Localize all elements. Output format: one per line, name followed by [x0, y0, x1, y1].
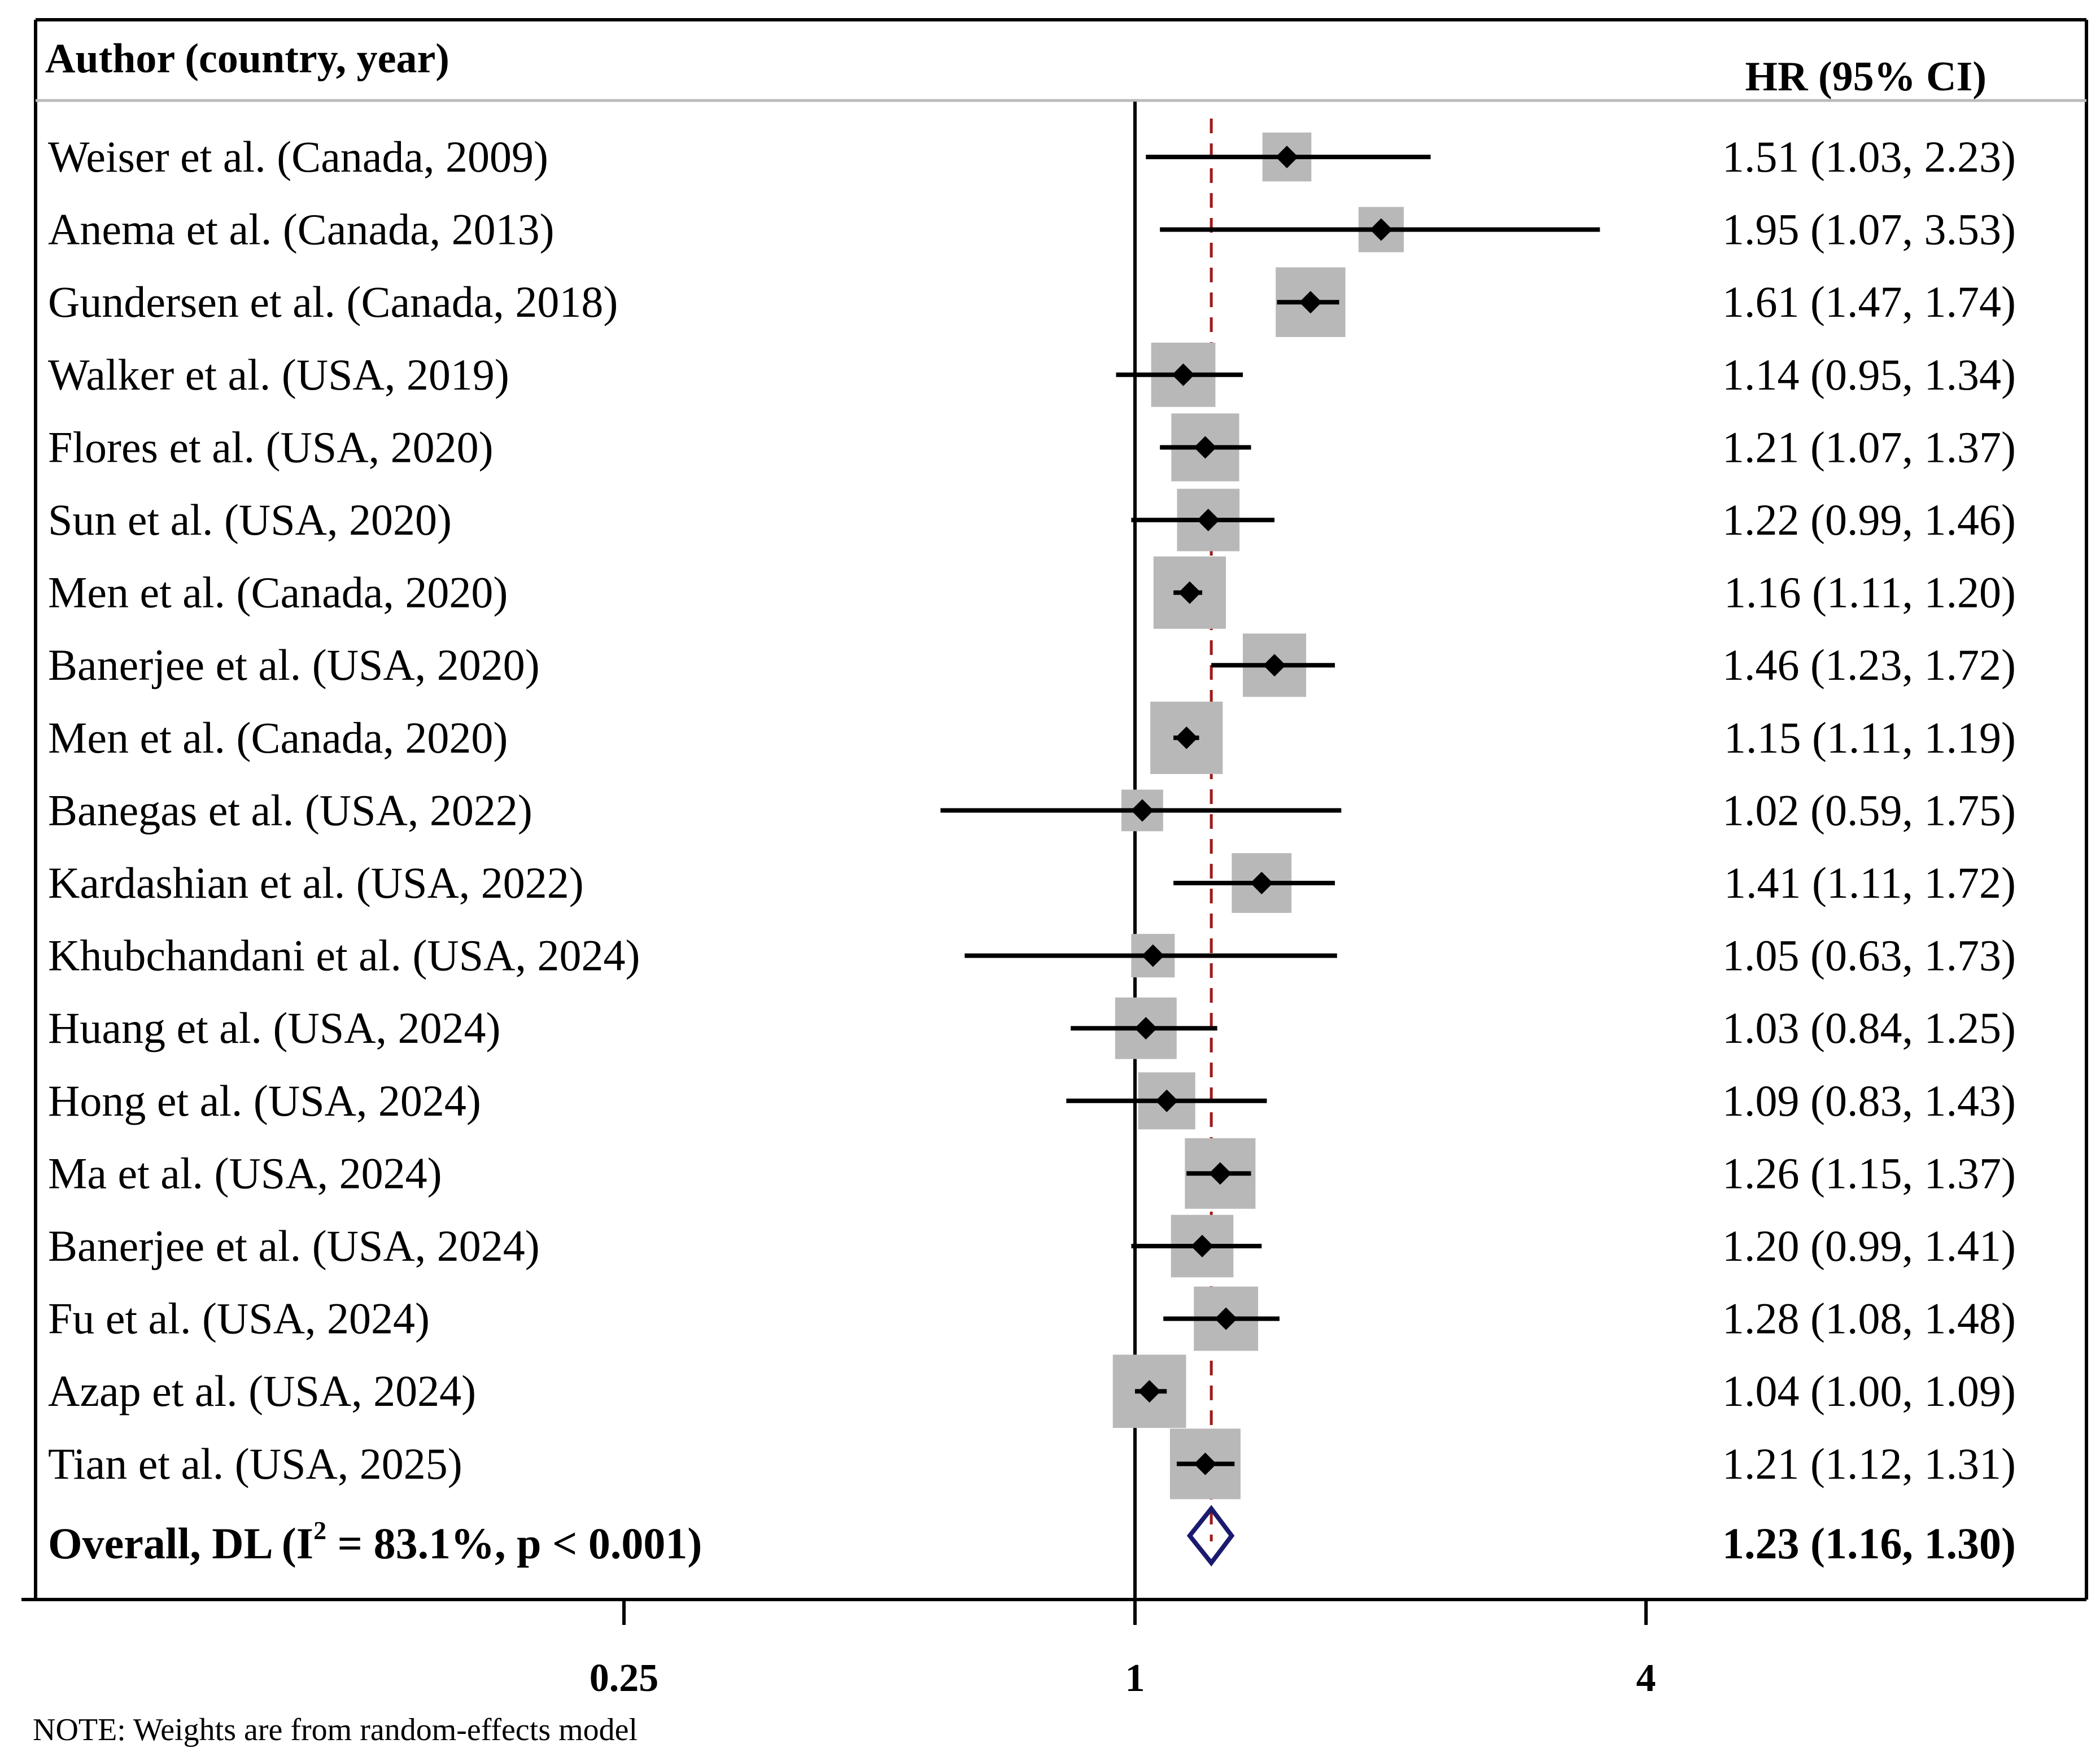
- study-row: Men et al. (Canada, 2020) 1.16 (1.11, 1.2…: [48, 556, 2016, 629]
- study-row: Walker et al. (USA, 2019) 1.14 (0.95, 1.3…: [48, 342, 2016, 407]
- study-row: Kardashian et al. (USA, 2022) 1.41 (1.11,…: [48, 853, 2016, 913]
- x-axis-ticks: 0.25 1 4: [590, 1600, 1656, 1700]
- study-point-marker: [1130, 799, 1154, 822]
- study-ci-text: 1.02 (0.59, 1.75): [1722, 785, 2016, 834]
- study-point-marker: [1175, 726, 1198, 749]
- study-rows: Weiser et al. (Canada, 2009) 1.51 (1.03, …: [48, 132, 2016, 1500]
- x-tick-label: 1: [1125, 1657, 1145, 1700]
- study-ci-text: 1.15 (1.11, 1.19): [1724, 713, 2016, 762]
- study-point-marker: [1191, 1235, 1214, 1257]
- study-row: Banerjee et al. (USA, 2020) 1.46 (1.23, 1…: [48, 633, 2016, 697]
- header-left: Author (country, year): [45, 36, 449, 82]
- study-label: Banerjee et al. (USA, 2020): [48, 640, 540, 689]
- study-point-marker: [1155, 1089, 1178, 1112]
- study-point-marker: [1134, 1017, 1158, 1040]
- overall-label-post: = 83.1%, p < 0.001): [326, 1519, 702, 1568]
- study-row: Banegas et al. (USA, 2022) 1.02 (0.59, 1.…: [48, 785, 2016, 834]
- study-label: Hong et al. (USA, 2024): [48, 1076, 481, 1125]
- study-row: Tian et al. (USA, 2025) 1.21 (1.12, 1.31): [48, 1428, 2016, 1500]
- study-label: Fu et al. (USA, 2024): [48, 1294, 430, 1343]
- study-label: Walker et al. (USA, 2019): [48, 350, 509, 399]
- study-label: Kardashian et al. (USA, 2022): [48, 858, 584, 907]
- study-ci-text: 1.03 (0.84, 1.25): [1722, 1003, 2016, 1052]
- study-ci-text: 1.61 (1.47, 1.74): [1722, 277, 2016, 326]
- header-right: HR (95% CI): [1745, 54, 1987, 100]
- overall-ci-text: 1.23 (1.16, 1.30): [1722, 1519, 2016, 1568]
- overall-label-pre: Overall, DL (I: [48, 1519, 313, 1568]
- study-row: Khubchandani et al. (USA, 2024) 1.05 (0.6…: [48, 931, 2016, 980]
- study-point-marker: [1276, 146, 1299, 168]
- study-row: Gundersen et al. (Canada, 2018) 1.61 (1.4…: [48, 267, 2016, 337]
- study-label: Khubchandani et al. (USA, 2024): [48, 931, 640, 980]
- study-point-marker: [1197, 509, 1220, 531]
- study-ci-text: 1.16 (1.11, 1.20): [1724, 568, 2016, 617]
- study-row: Sun et al. (USA, 2020) 1.22 (0.99, 1.46): [48, 488, 2016, 552]
- study-label: Gundersen et al. (Canada, 2018): [48, 277, 618, 326]
- study-label: Weiser et al. (Canada, 2009): [48, 132, 548, 181]
- study-ci-text: 1.26 (1.15, 1.37): [1722, 1148, 2016, 1198]
- x-tick-label: 4: [1636, 1657, 1656, 1700]
- study-label: Banerjee et al. (USA, 2024): [48, 1221, 540, 1270]
- x-tick-label: 0.25: [590, 1657, 659, 1700]
- study-label: Banegas et al. (USA, 2022): [48, 785, 532, 834]
- study-ci-text: 1.05 (0.63, 1.73): [1722, 931, 2016, 980]
- study-row: Banerjee et al. (USA, 2024) 1.20 (0.99, 1…: [48, 1214, 2016, 1278]
- study-point-marker: [1178, 581, 1201, 604]
- study-row: Men et al. (Canada, 2020) 1.15 (1.11, 1.1…: [48, 701, 2016, 774]
- study-row: Hong et al. (USA, 2024) 1.09 (0.83, 1.43): [48, 1072, 2016, 1130]
- study-row: Ma et al. (USA, 2024) 1.26 (1.15, 1.37): [48, 1138, 2016, 1209]
- study-ci-text: 1.20 (0.99, 1.41): [1722, 1221, 2016, 1270]
- study-ci-text: 1.09 (0.83, 1.43): [1722, 1076, 2016, 1125]
- study-ci-text: 1.04 (1.00, 1.09): [1722, 1366, 2016, 1415]
- study-row: Azap et al. (USA, 2024) 1.04 (1.00, 1.09): [48, 1354, 2016, 1428]
- study-point-marker: [1172, 363, 1195, 386]
- study-row: Fu et al. (USA, 2024) 1.28 (1.08, 1.48): [48, 1286, 2016, 1351]
- study-point-marker: [1299, 291, 1322, 314]
- study-point-marker: [1194, 1452, 1217, 1475]
- weights-note: NOTE: Weights are from random-effects mo…: [33, 1712, 638, 1747]
- overall-label-sup: 2: [313, 1516, 326, 1545]
- study-ci-text: 1.14 (0.95, 1.34): [1722, 350, 2016, 399]
- study-label: Ma et al. (USA, 2024): [48, 1148, 442, 1198]
- study-point-marker: [1141, 944, 1164, 967]
- study-point-marker: [1208, 1162, 1232, 1185]
- study-point-marker: [1215, 1307, 1238, 1330]
- study-ci-text: 1.95 (1.07, 3.53): [1722, 205, 2016, 254]
- study-ci-text: 1.51 (1.03, 2.23): [1722, 132, 2016, 181]
- study-label: Flores et al. (USA, 2020): [48, 422, 494, 471]
- study-label: Tian et al. (USA, 2025): [48, 1439, 462, 1488]
- study-label: Azap et al. (USA, 2024): [48, 1366, 476, 1415]
- study-ci-text: 1.21 (1.12, 1.31): [1722, 1439, 2016, 1488]
- study-ci-text: 1.22 (0.99, 1.46): [1722, 495, 2016, 544]
- study-label: Huang et al. (USA, 2024): [48, 1003, 501, 1052]
- study-ci-text: 1.21 (1.07, 1.37): [1722, 422, 2016, 471]
- study-label: Anema et al. (Canada, 2013): [48, 205, 555, 254]
- study-row: Weiser et al. (Canada, 2009) 1.51 (1.03, …: [48, 132, 2016, 182]
- study-label: Men et al. (Canada, 2020): [48, 568, 508, 617]
- overall-diamond: [1186, 1505, 1235, 1567]
- study-point-marker: [1263, 654, 1286, 677]
- study-point-marker: [1250, 872, 1273, 894]
- study-row: Huang et al. (USA, 2024) 1.03 (0.84, 1.25…: [48, 997, 2016, 1059]
- study-row: Flores et al. (USA, 2020) 1.21 (1.07, 1.3…: [48, 413, 2016, 482]
- study-point-marker: [1369, 218, 1392, 241]
- study-ci-text: 1.41 (1.11, 1.72): [1724, 858, 2016, 907]
- study-label: Sun et al. (USA, 2020): [48, 495, 452, 544]
- study-label: Men et al. (Canada, 2020): [48, 713, 508, 762]
- study-point-marker: [1194, 436, 1217, 459]
- study-ci-text: 1.28 (1.08, 1.48): [1722, 1294, 2016, 1343]
- overall-label: Overall, DL (I2 = 83.1%, p < 0.001): [48, 1516, 702, 1568]
- study-ci-text: 1.46 (1.23, 1.72): [1722, 640, 2016, 689]
- study-row: Anema et al. (Canada, 2013) 1.95 (1.07, 3…: [48, 205, 2016, 254]
- study-point-marker: [1138, 1380, 1161, 1403]
